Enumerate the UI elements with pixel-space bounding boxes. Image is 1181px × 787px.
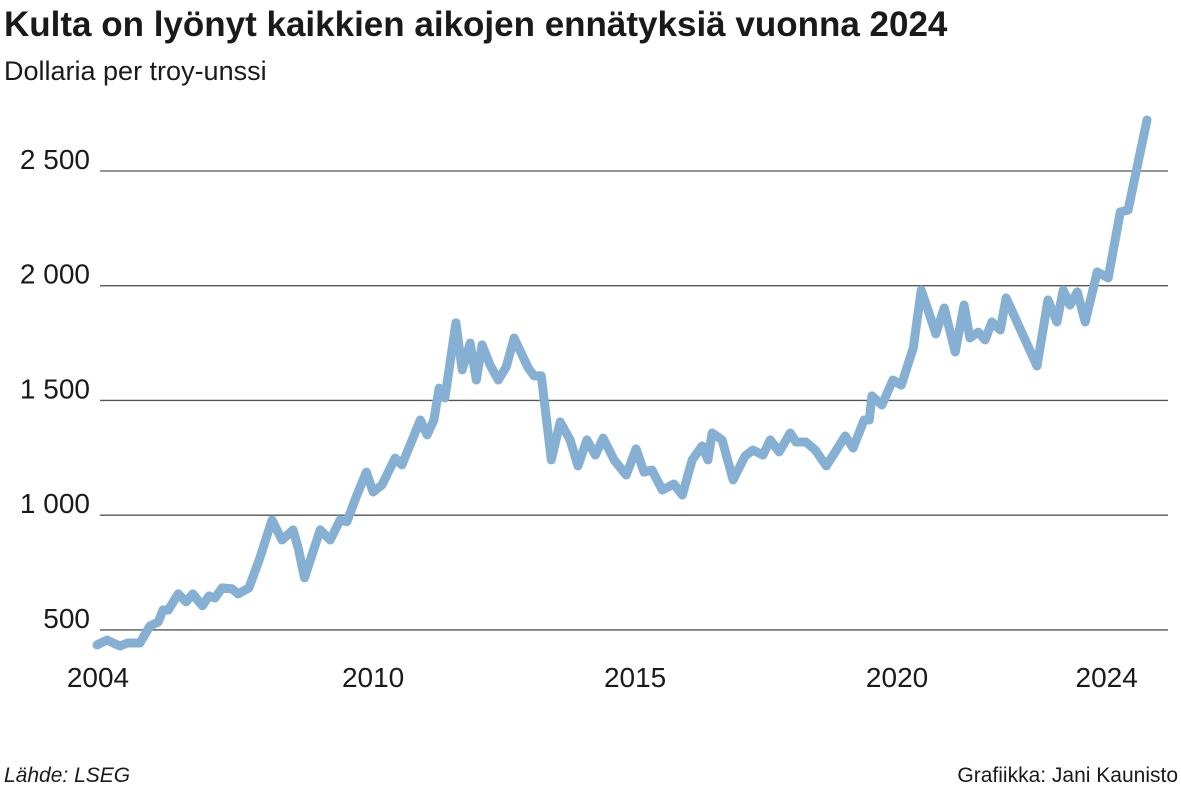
x-tick-label: 2020	[866, 662, 928, 693]
x-tick-label: 2004	[67, 662, 129, 693]
x-tick-label: 2010	[342, 662, 404, 693]
y-tick-label: 1 000	[20, 488, 90, 519]
x-tick-label: 2024	[1076, 662, 1138, 693]
x-tick-label: 2015	[604, 662, 666, 693]
y-tick-label: 1 500	[20, 373, 90, 404]
credit: Grafiikka: Jani Kaunisto	[957, 764, 1178, 787]
chart-subtitle: Dollaria per troy-unssi	[4, 56, 267, 86]
y-tick-label: 2 000	[20, 259, 90, 290]
y-tick-label: 2 500	[20, 144, 90, 175]
source: Lähde: LSEG	[4, 764, 130, 787]
price-line	[92, 115, 1152, 651]
y-tick-label: 500	[43, 603, 90, 634]
chart-title: Kulta on lyönyt kaikkien aikojen ennätyk…	[4, 5, 948, 44]
